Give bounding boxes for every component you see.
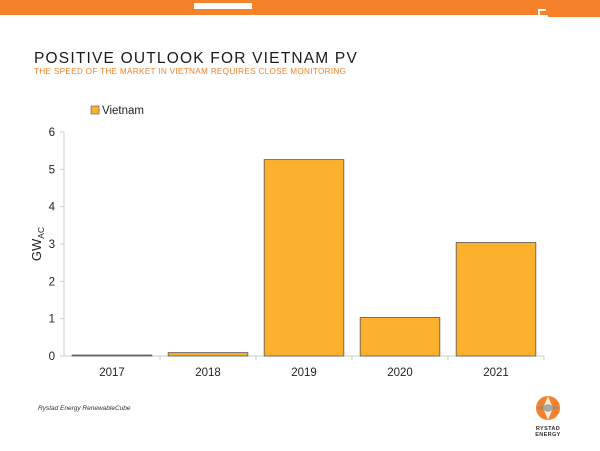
- chart-axes: 0 1 2 3 4 5 6 2017 2018 2019 2020 2021: [49, 127, 545, 379]
- legend-label: Vietnam: [102, 105, 144, 117]
- x-tick-label: 2021: [483, 367, 509, 379]
- bar-2020: [359, 317, 441, 357]
- chart-bars: [71, 159, 537, 357]
- y-tick-label: 1: [49, 314, 55, 326]
- x-tick-label: 2018: [195, 367, 221, 379]
- y-axis-label: GWAC: [29, 227, 46, 261]
- y-tick-label: 6: [49, 127, 55, 139]
- y-tick-label: 4: [49, 202, 56, 214]
- bar-2018: [167, 352, 249, 357]
- y-axis-label-main: GW: [29, 238, 44, 261]
- bar-2017: [71, 354, 153, 357]
- legend-swatch: [90, 105, 100, 115]
- logo-band: [536, 404, 560, 412]
- top-banner-corner: [534, 0, 600, 17]
- y-tick-label: 0: [49, 351, 55, 363]
- y-tick-label: 3: [49, 239, 55, 251]
- logo-text: RYSTAD ENERGY: [535, 426, 561, 438]
- bar-2021: [455, 242, 537, 357]
- x-tick-label: 2017: [99, 367, 125, 379]
- corner-mark-icon: [538, 9, 546, 17]
- y-tick-label: 2: [49, 276, 55, 288]
- top-banner-tab: [194, 3, 252, 9]
- source-note: Rystad Energy RenewableCube: [38, 405, 131, 412]
- chart-legend: Vietnam: [90, 105, 144, 117]
- rystad-logo-icon: [536, 396, 560, 420]
- y-axis-label-sub: AC: [36, 227, 46, 239]
- x-tick-label: 2019: [291, 367, 317, 379]
- y-tick-label: 5: [49, 164, 55, 176]
- slide-title: POSITIVE OUTLOOK FOR VIETNAM PV: [34, 50, 358, 67]
- slide-subtitle: THE SPEED OF THE MARKET IN VIETNAM REQUI…: [34, 67, 347, 76]
- x-tick-label: 2020: [387, 367, 413, 379]
- top-banner: [0, 0, 600, 15]
- bar-2019: [263, 159, 345, 357]
- rystad-logo: RYSTAD ENERGY: [524, 393, 572, 439]
